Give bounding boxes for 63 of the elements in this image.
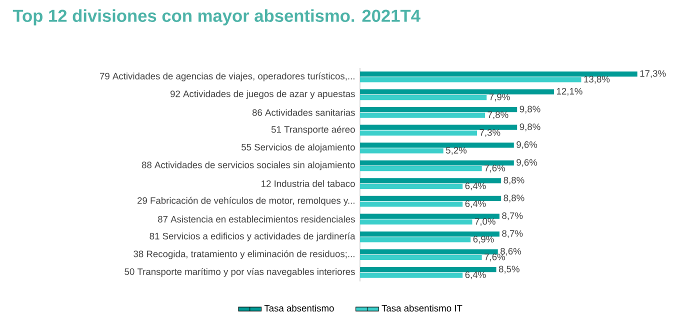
bar [360, 95, 487, 100]
y-tick-label: 88 Actividades de servicios sociales sin alojamiento [142, 162, 355, 170]
bar [360, 267, 496, 272]
bar [360, 202, 463, 207]
y-tick-label: 55 Servicios de alojamiento [242, 144, 355, 153]
legend-label: Tasa absentismo [264, 304, 334, 312]
bar [360, 112, 486, 118]
y-tick-label: 79 Actividades de agencias de viajes, operadores turísticos,... [100, 72, 354, 82]
y-tick-label: 29 Fabricación de vehículos de motor, remolques y... [138, 197, 354, 206]
data-label: 9,8% [520, 106, 540, 114]
bar [360, 272, 463, 278]
data-label: 8,7% [502, 230, 523, 238]
data-label: 5,2% [446, 147, 467, 155]
bar [360, 196, 502, 202]
data-label: 9,6% [516, 159, 538, 167]
bar [360, 178, 502, 184]
bar [360, 130, 478, 136]
data-label: 7,0% [474, 218, 496, 226]
y-tick-label: 50 Transporte marítimo y por vías navegables interiores [124, 268, 355, 278]
data-label: 6,4% [465, 272, 486, 280]
data-label: 6,4% [465, 200, 486, 208]
data-label: 13,8% [584, 76, 610, 84]
data-label: 9,8% [520, 124, 540, 132]
data-label: 17,3% [640, 70, 666, 78]
y-tick-label: 38 Recogida, tratamiento y eliminación de residuos;... [134, 250, 354, 260]
y-tick-label: 12 Industria del tabaco [262, 180, 355, 188]
legend-label: Tasa absentismo IT [382, 304, 462, 312]
bar [360, 255, 482, 260]
bar [360, 124, 518, 130]
bar [360, 237, 471, 242]
data-label: 7,8% [488, 112, 508, 120]
y-tick-label: 92 Actividades de juegos de azar y apuestas [170, 90, 355, 100]
bar [360, 107, 518, 112]
bar [360, 220, 472, 225]
data-label: 7,3% [480, 129, 500, 138]
data-label: 6,9% [473, 236, 494, 244]
data-label: 8,5% [498, 266, 520, 274]
bar [360, 89, 554, 95]
data-label: 8,8% [504, 194, 524, 203]
data-label: 8,8% [504, 177, 524, 185]
data-label: 9,6% [516, 141, 538, 150]
data-label: 8,7% [502, 212, 523, 220]
bar [360, 77, 582, 82]
bar [360, 249, 498, 255]
data-label: 7,9% [489, 94, 510, 102]
bar [360, 72, 638, 77]
bar [360, 142, 514, 148]
bar [360, 166, 482, 172]
bar [360, 214, 500, 219]
bar [360, 232, 500, 237]
data-label: 6,4% [465, 182, 486, 190]
y-tick-label: 86 Actividades sanitarias [252, 109, 355, 116]
data-label: 8,6% [500, 248, 522, 256]
y-tick-label: 81 Servicios a edificios y actividades de jardinería [150, 232, 356, 242]
data-label: 7,6% [484, 254, 506, 262]
bar [360, 160, 514, 166]
y-tick-label: 51 Transporte aéreo [271, 126, 355, 135]
text: Top 12 divisiones con mayor absentismo. 2021T4 [12, 9, 420, 26]
y-tick-label: 87 Asistencia en establecimientos residenciales [158, 216, 355, 223]
data-label: 7,6% [484, 164, 506, 173]
bar [360, 184, 463, 190]
data-label: 12,1% [556, 88, 582, 96]
bar [360, 148, 444, 154]
